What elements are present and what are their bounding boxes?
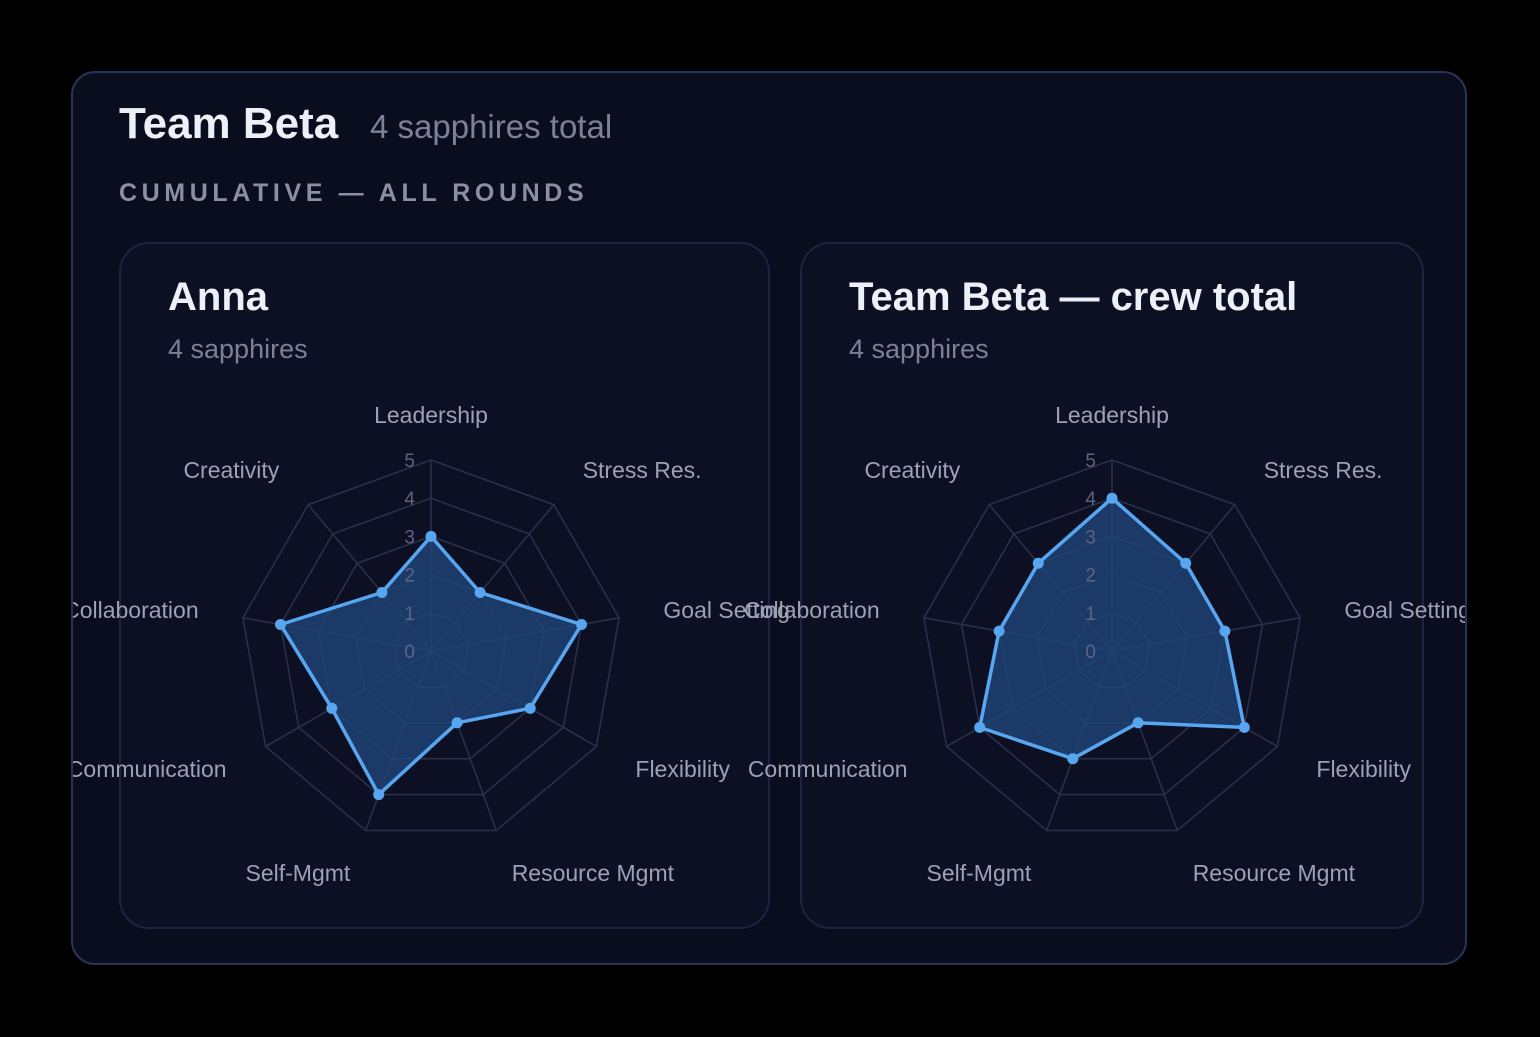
data-point-resource-mgmt[interactable] [451,717,463,729]
data-point-goal-setting[interactable] [1219,625,1231,637]
tick-label: 2 [1085,566,1096,587]
grid-ring-5 [242,459,620,832]
grid-ring-4 [960,497,1264,796]
data-point-stress-res[interactable] [1180,557,1192,569]
axis-label-self-mgmt: Self-Mgmt [246,860,351,886]
grid-ring-3 [317,535,545,760]
axis-label-resource-mgmt: Resource Mgmt [512,860,675,886]
data-point-creativity[interactable] [1032,557,1044,569]
grid-ring-5 [923,459,1301,832]
card-subtitle: 4 sapphires [168,334,308,364]
radar-chart-crew-total: 0 1 2 3 4 5 Leadership Stress Res. Goal Setting F… [744,402,1465,886]
data-point-self-mgmt[interactable] [1067,753,1079,765]
data-point-stress-res[interactable] [474,587,486,598]
data-point-communication[interactable] [326,702,338,714]
tick-label: 3 [1085,527,1096,548]
axis-label-creativity: Creativity [864,457,960,483]
card-subtitle: 4 sapphires [849,334,989,364]
crew-total-card: Team Beta — crew total 4 sapphires 0 1 2 3 4… [744,242,1465,929]
tick-label: 2 [404,566,415,587]
data-point-resource-mgmt[interactable] [1132,717,1144,729]
tick-label: 0 [404,642,415,663]
axis-label-leadership: Leadership [374,402,488,428]
series-area [278,534,584,797]
axis-label-resource-mgmt: Resource Mgmt [1193,860,1356,886]
team-total-count: 4 sapphires total [370,108,613,145]
axis-label-collaboration: Collaboration [71,597,199,623]
radar-chart-anna: 0 1 2 3 4 5 Leadership Stress Res. Goal Setting F… [73,402,790,886]
tick-label: 0 [1085,642,1096,663]
axis-label-stress-res: Stress Res. [583,457,702,483]
axis-label-self-mgmt: Self-Mgmt [927,860,1032,886]
grid-ring-4 [279,497,583,796]
section-label: CUMULATIVE — ALL ROUNDS [119,179,589,207]
tick-label: 3 [404,527,415,548]
tick-label: 5 [1085,451,1096,472]
data-point-creativity[interactable] [376,587,388,598]
member-card-anna: Anna 4 sapphires 0 1 2 3 4 5 Leadership Stress … [73,242,790,929]
axis-label-flexibility: Flexibility [1316,756,1411,782]
data-point-communication[interactable] [974,721,986,733]
axis-label-collaboration: Collaboration [744,597,880,623]
axis-label-goal-setting: Goal Setting [663,597,790,623]
data-point-collaboration[interactable] [993,625,1005,637]
tick-label: 5 [404,451,415,472]
card-title: Team Beta — crew total [849,275,1298,319]
data-point-collaboration[interactable] [275,619,286,630]
axis-label-stress-res: Stress Res. [1264,457,1383,483]
axis-label-creativity: Creativity [183,457,279,483]
card-title: Anna [168,275,268,319]
data-point-self-mgmt[interactable] [373,789,385,801]
tick-label: 1 [1085,604,1096,625]
series-area [977,496,1247,761]
tick-label: 1 [404,604,415,625]
axis-label-leadership: Leadership [1055,402,1169,428]
team-panel: Team Beta 4 sapphires total CUMULATIVE —… [71,71,1467,965]
axis-label-flexibility: Flexibility [635,756,730,782]
data-point-flexibility[interactable] [1238,721,1250,733]
axis-label-communication: Communication [71,756,227,782]
tick-label: 4 [404,489,415,510]
data-point-goal-setting[interactable] [576,619,587,630]
data-point-leadership[interactable] [425,530,437,542]
data-point-leadership[interactable] [1106,492,1118,504]
page-title: Team Beta [119,99,339,148]
axis-label-goal-setting: Goal Setting [1344,597,1467,623]
data-point-flexibility[interactable] [524,702,536,714]
axis-label-communication: Communication [748,756,908,782]
tick-label: 4 [1085,489,1096,510]
